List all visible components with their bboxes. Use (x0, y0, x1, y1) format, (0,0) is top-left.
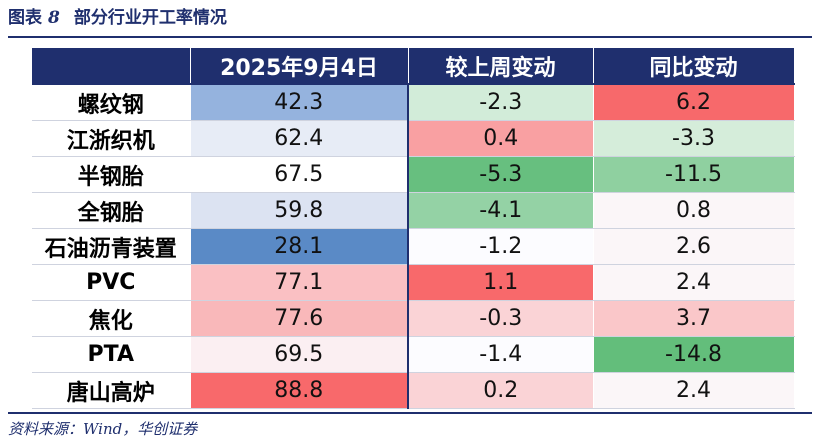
wow-change-cell: 1.1 (408, 264, 594, 301)
table-row: 江浙织机 62.4 0.4 -3.3 (32, 120, 795, 157)
utilization-cell: 42.3 (190, 84, 409, 121)
industry-cell: PTA (32, 336, 191, 373)
table-header-row: 2025年9月4日 较上周变动 同比变动 (32, 48, 795, 85)
wow-change-cell: -0.3 (408, 300, 594, 337)
utilization-cell: 59.8 (190, 192, 409, 229)
wow-change-cell: -1.4 (408, 336, 594, 373)
table-row: 螺纹钢 42.3 -2.3 6.2 (32, 84, 795, 121)
header-date: 2025年9月4日 (190, 48, 409, 85)
industry-cell: 半钢胎 (32, 156, 191, 193)
header-yoy: 同比变动 (593, 48, 795, 85)
utilization-cell: 28.1 (190, 228, 409, 265)
utilization-cell: 69.5 (190, 336, 409, 373)
industry-cell: 焦化 (32, 300, 191, 337)
source-note: 资料来源：Wind，华创证券 (8, 420, 198, 438)
header-industry (32, 48, 191, 85)
wow-change-cell: -5.3 (408, 156, 594, 193)
yoy-change-cell: -14.8 (593, 336, 795, 373)
industry-cell: 全钢胎 (32, 192, 191, 229)
utilization-cell: 77.6 (190, 300, 409, 337)
yoy-change-cell: 2.6 (593, 228, 795, 265)
figure-caption: 部分行业开工率情况 (73, 8, 227, 28)
header-wow: 较上周变动 (408, 48, 594, 85)
wow-change-cell: 0.4 (408, 120, 594, 157)
figure-title: 图表 8 部分行业开工率情况 (8, 3, 227, 28)
table-row: PTA 69.5 -1.4 -14.8 (32, 336, 795, 373)
wow-change-cell: -1.2 (408, 228, 594, 265)
utilization-cell: 88.8 (190, 372, 409, 409)
yoy-change-cell: 2.4 (593, 264, 795, 301)
wow-change-cell: -4.1 (408, 192, 594, 229)
yoy-change-cell: 6.2 (593, 84, 795, 121)
industry-cell: 唐山高炉 (32, 372, 191, 409)
industry-cell: 螺纹钢 (32, 84, 191, 121)
bottom-divider (8, 412, 812, 414)
top-divider (8, 36, 812, 38)
yoy-change-cell: 3.7 (593, 300, 795, 337)
yoy-change-cell: -3.3 (593, 120, 795, 157)
wow-change-cell: -2.3 (408, 84, 594, 121)
table-row: 石油沥青装置 28.1 -1.2 2.6 (32, 228, 795, 265)
yoy-change-cell: 2.4 (593, 372, 795, 409)
yoy-change-cell: 0.8 (593, 192, 795, 229)
industry-cell: 石油沥青装置 (32, 228, 191, 265)
table-row: PVC 77.1 1.1 2.4 (32, 264, 795, 301)
utilization-cell: 62.4 (190, 120, 409, 157)
table-row: 全钢胎 59.8 -4.1 0.8 (32, 192, 795, 229)
table-row: 焦化 77.6 -0.3 3.7 (32, 300, 795, 337)
utilization-cell: 77.1 (190, 264, 409, 301)
yoy-change-cell: -11.5 (593, 156, 795, 193)
wow-change-cell: 0.2 (408, 372, 594, 409)
industry-cell: 江浙织机 (32, 120, 191, 157)
utilization-table: 2025年9月4日 较上周变动 同比变动 螺纹钢 42.3 -2.3 6.2 江浙织机 6… (32, 48, 795, 409)
industry-cell: PVC (32, 264, 191, 301)
table-row: 唐山高炉 88.8 0.2 2.4 (32, 372, 795, 409)
figure-number: 8 (48, 8, 60, 28)
table-row: 半钢胎 67.5 -5.3 -11.5 (32, 156, 795, 193)
utilization-cell: 67.5 (190, 156, 409, 193)
figure-label: 图表 (8, 8, 42, 28)
